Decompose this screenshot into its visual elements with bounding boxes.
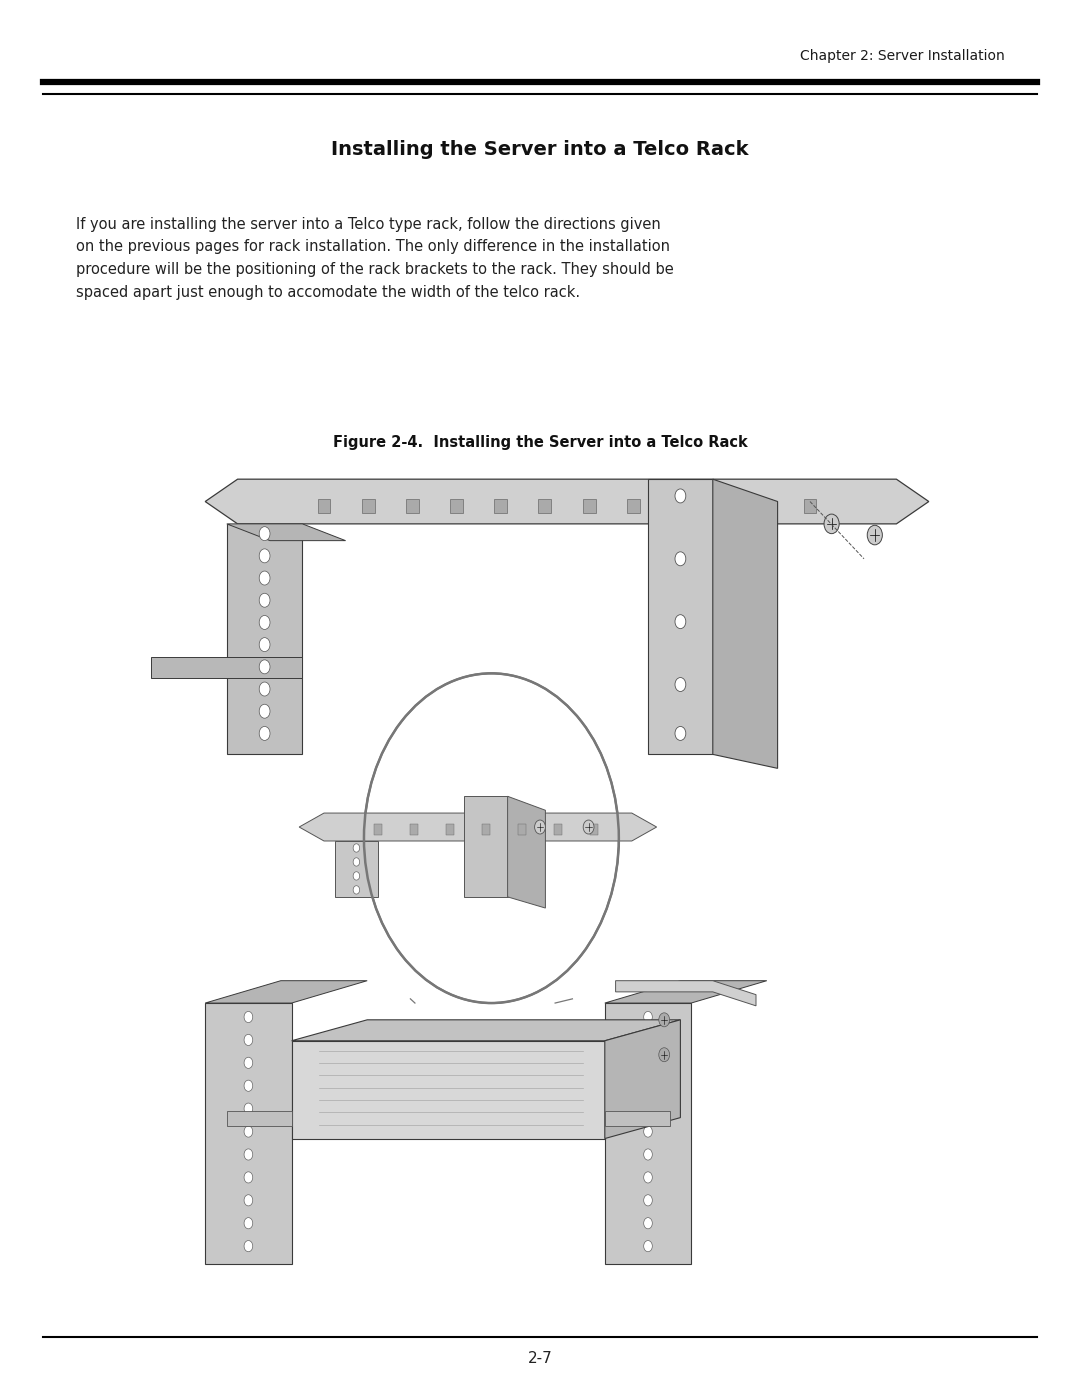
Circle shape <box>259 704 270 718</box>
Circle shape <box>644 1241 652 1252</box>
Polygon shape <box>648 479 713 754</box>
Polygon shape <box>299 813 657 841</box>
Circle shape <box>244 1194 253 1206</box>
Bar <box>759 499 772 513</box>
Circle shape <box>259 594 270 608</box>
Circle shape <box>259 637 270 651</box>
Polygon shape <box>151 657 302 678</box>
Circle shape <box>644 1148 652 1160</box>
Bar <box>804 499 816 513</box>
Circle shape <box>244 1080 253 1091</box>
Circle shape <box>644 1080 652 1091</box>
Circle shape <box>824 514 839 534</box>
Bar <box>362 499 375 513</box>
Polygon shape <box>616 981 756 1006</box>
Circle shape <box>675 552 686 566</box>
Circle shape <box>353 844 360 852</box>
Circle shape <box>259 659 270 673</box>
Bar <box>539 499 552 513</box>
Circle shape <box>244 1058 253 1069</box>
Bar <box>450 499 463 513</box>
Bar <box>406 499 419 513</box>
Circle shape <box>644 1104 652 1115</box>
Circle shape <box>353 858 360 866</box>
Polygon shape <box>292 1041 605 1139</box>
Polygon shape <box>335 841 378 897</box>
Polygon shape <box>227 524 302 754</box>
Polygon shape <box>205 981 367 1003</box>
Polygon shape <box>605 1003 691 1264</box>
Text: If you are installing the server into a Telco type rack, follow the directions g: If you are installing the server into a … <box>76 217 673 300</box>
Circle shape <box>535 820 545 834</box>
Polygon shape <box>508 796 545 908</box>
Circle shape <box>244 1218 253 1229</box>
Circle shape <box>244 1011 253 1023</box>
Bar <box>446 824 455 835</box>
Circle shape <box>259 527 270 541</box>
Circle shape <box>659 1013 670 1027</box>
Circle shape <box>583 820 594 834</box>
Circle shape <box>259 549 270 563</box>
Bar <box>517 824 526 835</box>
Circle shape <box>259 726 270 740</box>
Bar <box>482 824 490 835</box>
Bar <box>554 824 563 835</box>
Circle shape <box>867 525 882 545</box>
Bar <box>715 499 728 513</box>
Circle shape <box>353 872 360 880</box>
Circle shape <box>244 1034 253 1045</box>
Circle shape <box>675 615 686 629</box>
Polygon shape <box>205 1003 292 1264</box>
Polygon shape <box>227 1111 292 1126</box>
Polygon shape <box>605 1020 680 1139</box>
Polygon shape <box>227 524 346 541</box>
Circle shape <box>659 1048 670 1062</box>
Bar <box>590 824 598 835</box>
Text: Figure 2-4.  Installing the Server into a Telco Rack: Figure 2-4. Installing the Server into a… <box>333 436 747 450</box>
Polygon shape <box>713 479 778 768</box>
Bar <box>374 824 382 835</box>
Bar <box>495 499 508 513</box>
Circle shape <box>244 1104 253 1115</box>
Circle shape <box>244 1172 253 1183</box>
Circle shape <box>244 1241 253 1252</box>
Text: Installing the Server into a Telco Rack: Installing the Server into a Telco Rack <box>332 140 748 159</box>
Circle shape <box>353 886 360 894</box>
Circle shape <box>259 682 270 696</box>
Bar <box>626 499 639 513</box>
Polygon shape <box>605 981 767 1003</box>
Circle shape <box>364 673 619 1003</box>
Circle shape <box>644 1011 652 1023</box>
Circle shape <box>244 1148 253 1160</box>
Circle shape <box>644 1034 652 1045</box>
Circle shape <box>244 1126 253 1137</box>
Circle shape <box>644 1218 652 1229</box>
Circle shape <box>259 616 270 630</box>
Polygon shape <box>605 1111 670 1126</box>
Polygon shape <box>292 1020 680 1041</box>
Bar <box>409 824 418 835</box>
Polygon shape <box>464 796 508 897</box>
Polygon shape <box>205 479 929 524</box>
Circle shape <box>644 1172 652 1183</box>
Text: 2-7: 2-7 <box>528 1351 552 1366</box>
Circle shape <box>644 1194 652 1206</box>
Circle shape <box>259 571 270 585</box>
Bar <box>582 499 595 513</box>
Bar <box>671 499 684 513</box>
Circle shape <box>675 726 686 740</box>
Text: Chapter 2: Server Installation: Chapter 2: Server Installation <box>799 49 1004 63</box>
Circle shape <box>675 489 686 503</box>
Circle shape <box>644 1126 652 1137</box>
Circle shape <box>675 678 686 692</box>
Circle shape <box>644 1058 652 1069</box>
Bar <box>318 499 330 513</box>
